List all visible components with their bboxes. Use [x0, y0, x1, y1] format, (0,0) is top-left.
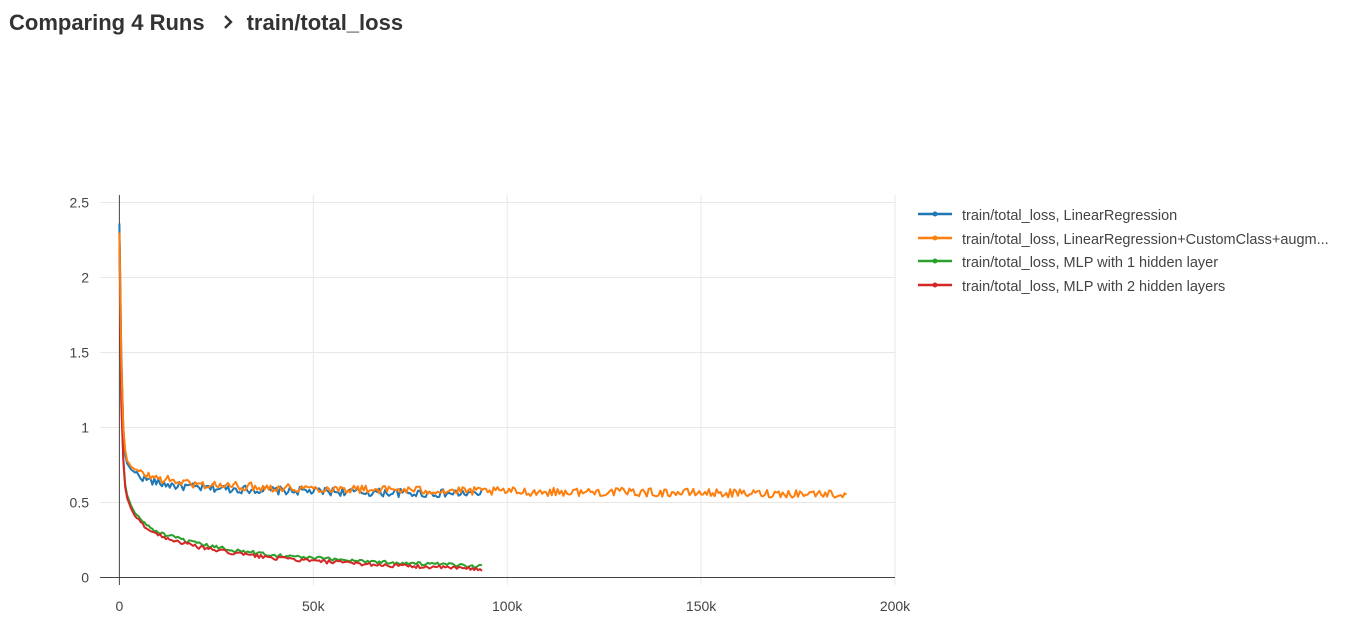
x-tick-label: 0 — [115, 598, 123, 614]
legend-swatch-icon — [916, 228, 952, 252]
series-line[interactable] — [118, 232, 483, 572]
legend-label: train/total_loss, MLP with 2 hidden laye… — [962, 278, 1226, 295]
x-tick-label: 150k — [686, 598, 717, 614]
x-tick-label: 200k — [880, 598, 911, 614]
series-path[interactable] — [118, 232, 848, 499]
legend-item[interactable]: train/total_loss, MLP with 1 hidden laye… — [916, 251, 1329, 275]
axes — [100, 195, 895, 585]
chevron-right-icon — [223, 12, 233, 35]
chart-legend[interactable]: train/total_loss, LinearRegression train/… — [916, 204, 1329, 299]
legend-swatch-icon — [916, 204, 952, 228]
legend-label: train/total_loss, LinearRegression — [962, 207, 1178, 224]
legend-label: train/total_loss, MLP with 1 hidden laye… — [962, 255, 1219, 272]
series-path[interactable] — [118, 232, 483, 572]
y-tick-label: 1.5 — [70, 345, 90, 361]
legend-item[interactable]: train/total_loss, LinearRegression — [916, 204, 1329, 228]
metric-title: train/total_loss — [246, 10, 404, 35]
x-tick-label: 100k — [492, 598, 523, 614]
legend-swatch-icon — [916, 275, 952, 299]
tick-labels: 0 0.5 1 1.5 2 2.5 0 50k 100k 150k 200k — [70, 195, 912, 615]
x-tick-label: 50k — [302, 598, 326, 614]
legend-swatch-icon — [916, 251, 952, 275]
breadcrumb: Comparing 4 Runs train/total_loss — [9, 10, 403, 36]
series-line[interactable] — [118, 223, 483, 499]
y-tick-label: 2 — [81, 270, 89, 286]
page-title[interactable]: Comparing 4 Runs — [9, 10, 205, 35]
series-layer[interactable] — [118, 223, 848, 572]
y-tick-label: 0 — [81, 570, 89, 586]
y-tick-label: 2.5 — [70, 195, 90, 211]
legend-item[interactable]: train/total_loss, LinearRegression+Custo… — [916, 228, 1329, 252]
legend-item[interactable]: train/total_loss, MLP with 2 hidden laye… — [916, 275, 1329, 299]
grid-layer — [100, 195, 896, 585]
series-line[interactable] — [118, 232, 483, 569]
series-path[interactable] — [118, 223, 483, 499]
legend-label: train/total_loss, LinearRegression+Custo… — [962, 231, 1329, 248]
y-tick-label: 1 — [81, 420, 89, 436]
series-line[interactable] — [118, 232, 848, 499]
series-path[interactable] — [118, 232, 483, 569]
y-tick-label: 0.5 — [70, 495, 90, 511]
